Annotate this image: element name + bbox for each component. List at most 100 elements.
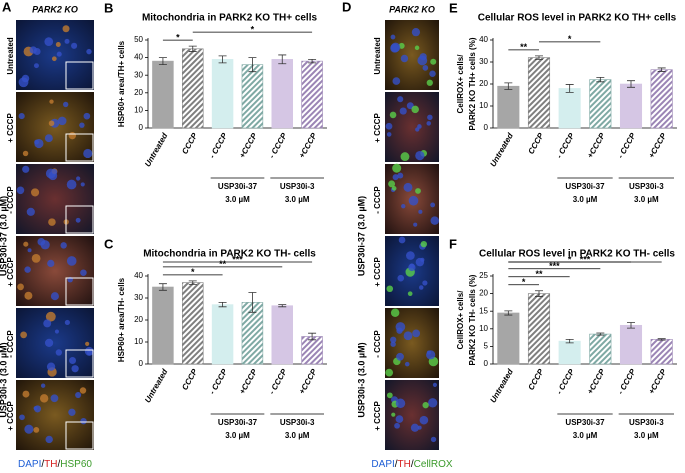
nucleus (400, 54, 409, 63)
significance-label: * (522, 277, 526, 287)
error-bar (627, 80, 635, 88)
bar (211, 304, 234, 365)
group-label: USP30i-3 (280, 418, 315, 427)
panel-letter: E (449, 0, 458, 15)
group-label: USP30i-3 (629, 418, 664, 427)
error-bar (248, 57, 257, 73)
nucleus (80, 182, 85, 187)
nucleus (391, 186, 397, 191)
nucleus (420, 240, 428, 248)
panel-letter: D (342, 0, 351, 14)
nucleus (48, 120, 55, 127)
nucleus (64, 319, 70, 326)
group-label: 3.0 µM (634, 431, 659, 440)
inset (65, 133, 94, 162)
x-tick-label: +CCCP (238, 131, 260, 160)
stain-name: / (395, 459, 398, 470)
error-bar (188, 280, 197, 285)
x-tick-label: Untreated (488, 367, 515, 405)
nucleus (66, 179, 77, 190)
error-bar (504, 82, 513, 90)
row-label: + CCCP (6, 401, 15, 431)
nucleus (79, 122, 85, 128)
group-label: 3.0 µM (285, 195, 310, 204)
error-bar (158, 57, 167, 66)
nucleus (427, 114, 433, 121)
nucleus (18, 112, 25, 120)
nucleus (62, 25, 70, 33)
nucleus (19, 414, 25, 421)
bar (301, 336, 323, 365)
nucleus (20, 331, 28, 339)
nucleus (386, 132, 392, 137)
nucleus (420, 257, 425, 262)
bar (558, 88, 581, 129)
nucleus (69, 357, 77, 365)
nucleus (26, 207, 35, 216)
nucleus (415, 188, 421, 194)
nucleus (48, 218, 56, 226)
nucleus (24, 266, 31, 273)
row-label: - CCCP (373, 186, 382, 214)
nucleus (386, 392, 393, 399)
row-label: + CCCP (373, 113, 382, 143)
bar (241, 64, 264, 129)
bar (182, 48, 204, 129)
inset (65, 421, 94, 450)
nucleus (412, 329, 421, 338)
bar (152, 60, 174, 129)
nucleus (385, 368, 394, 377)
nucleus (394, 422, 400, 429)
group-label: 3.0 µM (573, 195, 598, 204)
nucleus (390, 341, 396, 347)
error-bar (596, 77, 605, 83)
x-tick-label: +CCCP (585, 131, 607, 160)
y-axis-label: CellROX+ cells/ (456, 54, 465, 114)
nucleus (390, 336, 397, 343)
y-tick-label: 10 (479, 324, 488, 333)
error-bar (308, 332, 317, 341)
nucleus (50, 292, 59, 301)
row-label: + CCCP (6, 257, 15, 287)
error-bar (596, 332, 605, 336)
panel-header: PARK2 KO (389, 4, 435, 14)
nucleus (23, 241, 29, 247)
nucleus (408, 263, 416, 272)
nucleus (417, 425, 422, 430)
significance-label: * (568, 34, 572, 44)
panel-letter: F (449, 236, 457, 251)
nucleus (395, 398, 406, 409)
stain-name: / (411, 459, 414, 470)
nucleus (410, 423, 420, 432)
nucleus (63, 101, 69, 108)
nucleus (16, 186, 25, 195)
group-label: 3.0 µM (573, 431, 598, 440)
nucleus (22, 150, 29, 157)
group-label: USP30i-37 (218, 182, 258, 191)
nucleus (86, 350, 92, 356)
stain-legend: DAPI/TH/CellROX (371, 459, 452, 470)
nucleus (44, 134, 53, 143)
error-bar (504, 310, 513, 316)
nucleus (57, 116, 67, 126)
y-tick-label: 40 (479, 35, 488, 44)
y-tick-label: 30 (134, 293, 143, 302)
micrograph (385, 92, 439, 162)
group-label: USP30i-37 (565, 182, 605, 191)
y-tick-label: 25 (479, 271, 488, 280)
stain-name: DAPI (371, 459, 394, 470)
nucleus (392, 77, 401, 85)
nucleus (22, 390, 30, 398)
group-label: USP30i-3 (3.0 µM) (356, 342, 366, 417)
group-label: USP30i-37 (565, 418, 605, 427)
nucleus (392, 163, 402, 173)
nucleus (47, 259, 55, 268)
error-bar (218, 55, 227, 64)
group-label: 3.0 µM (285, 431, 310, 440)
nucleus (397, 96, 404, 103)
bar (527, 57, 551, 129)
bar (619, 324, 643, 365)
panel-letter: A (2, 0, 12, 14)
nucleus (390, 42, 401, 53)
bar (497, 312, 520, 365)
